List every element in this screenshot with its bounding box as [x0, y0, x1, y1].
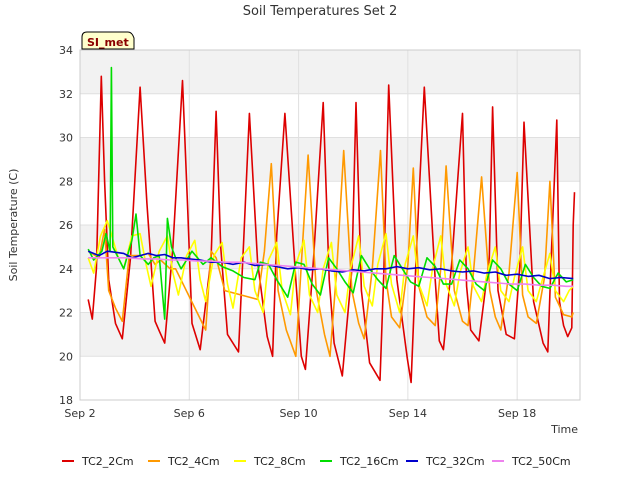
grid-band — [80, 137, 580, 182]
legend-label: TC2_16Cm — [339, 455, 399, 468]
series-line-tc2-32cm — [87, 250, 574, 280]
legend-label: TC2_4Cm — [167, 455, 220, 468]
y-tick-label: 28 — [59, 175, 73, 188]
chart-title: Soil Temperatures Set 2 — [243, 4, 398, 19]
x-tick-label: Sep 10 — [279, 407, 317, 420]
plot-frame — [79, 49, 581, 401]
x-axis-ticks: Sep 2 Sep 6 Sep 10 Sep 14 Sep 18 — [64, 407, 536, 420]
y-tick-label: 20 — [59, 350, 73, 363]
y-tick-label: 30 — [59, 132, 73, 145]
y-tick-label: 32 — [59, 88, 73, 101]
series-layer — [87, 66, 576, 384]
legend-label: TC2_32Cm — [425, 455, 485, 468]
x-tick-label: Sep 14 — [389, 407, 427, 420]
y-tick-label: 22 — [59, 307, 73, 320]
x-tick-label: Sep 18 — [498, 407, 536, 420]
x-tick-label: Sep 2 — [64, 407, 95, 420]
y-tick-label: 18 — [59, 394, 73, 407]
x-tick-label: Sep 6 — [174, 407, 205, 420]
legend: TC2_2Cm TC2_4Cm TC2_8Cm TC2_16Cm TC2_32Cm TC2… — [62, 455, 571, 468]
site-badge-shape — [81, 31, 135, 50]
series-line-tc2-50cm — [88, 256, 574, 288]
series-line-tc2-2cm — [87, 75, 576, 384]
series-line-tc2-16cm — [87, 66, 574, 320]
series-line-tc2-8cm — [87, 219, 574, 316]
y-tick-label: 24 — [59, 263, 73, 276]
y-axis-label: Soil Temperature (C) — [7, 169, 20, 282]
x-axis-label: Time — [550, 423, 578, 436]
y-tick-label: 26 — [59, 219, 73, 232]
y-axis-ticks: 18 20 22 24 26 28 30 32 34 — [59, 44, 73, 407]
grid-band — [80, 50, 580, 94]
site-badge: SI_met — [81, 31, 135, 50]
y-tick-label: 34 — [59, 44, 73, 57]
site-label: SI_met — [87, 36, 129, 49]
legend-label: TC2_2Cm — [81, 455, 134, 468]
legend-label: TC2_8Cm — [253, 455, 306, 468]
legend-label: TC2_50Cm — [511, 455, 571, 468]
